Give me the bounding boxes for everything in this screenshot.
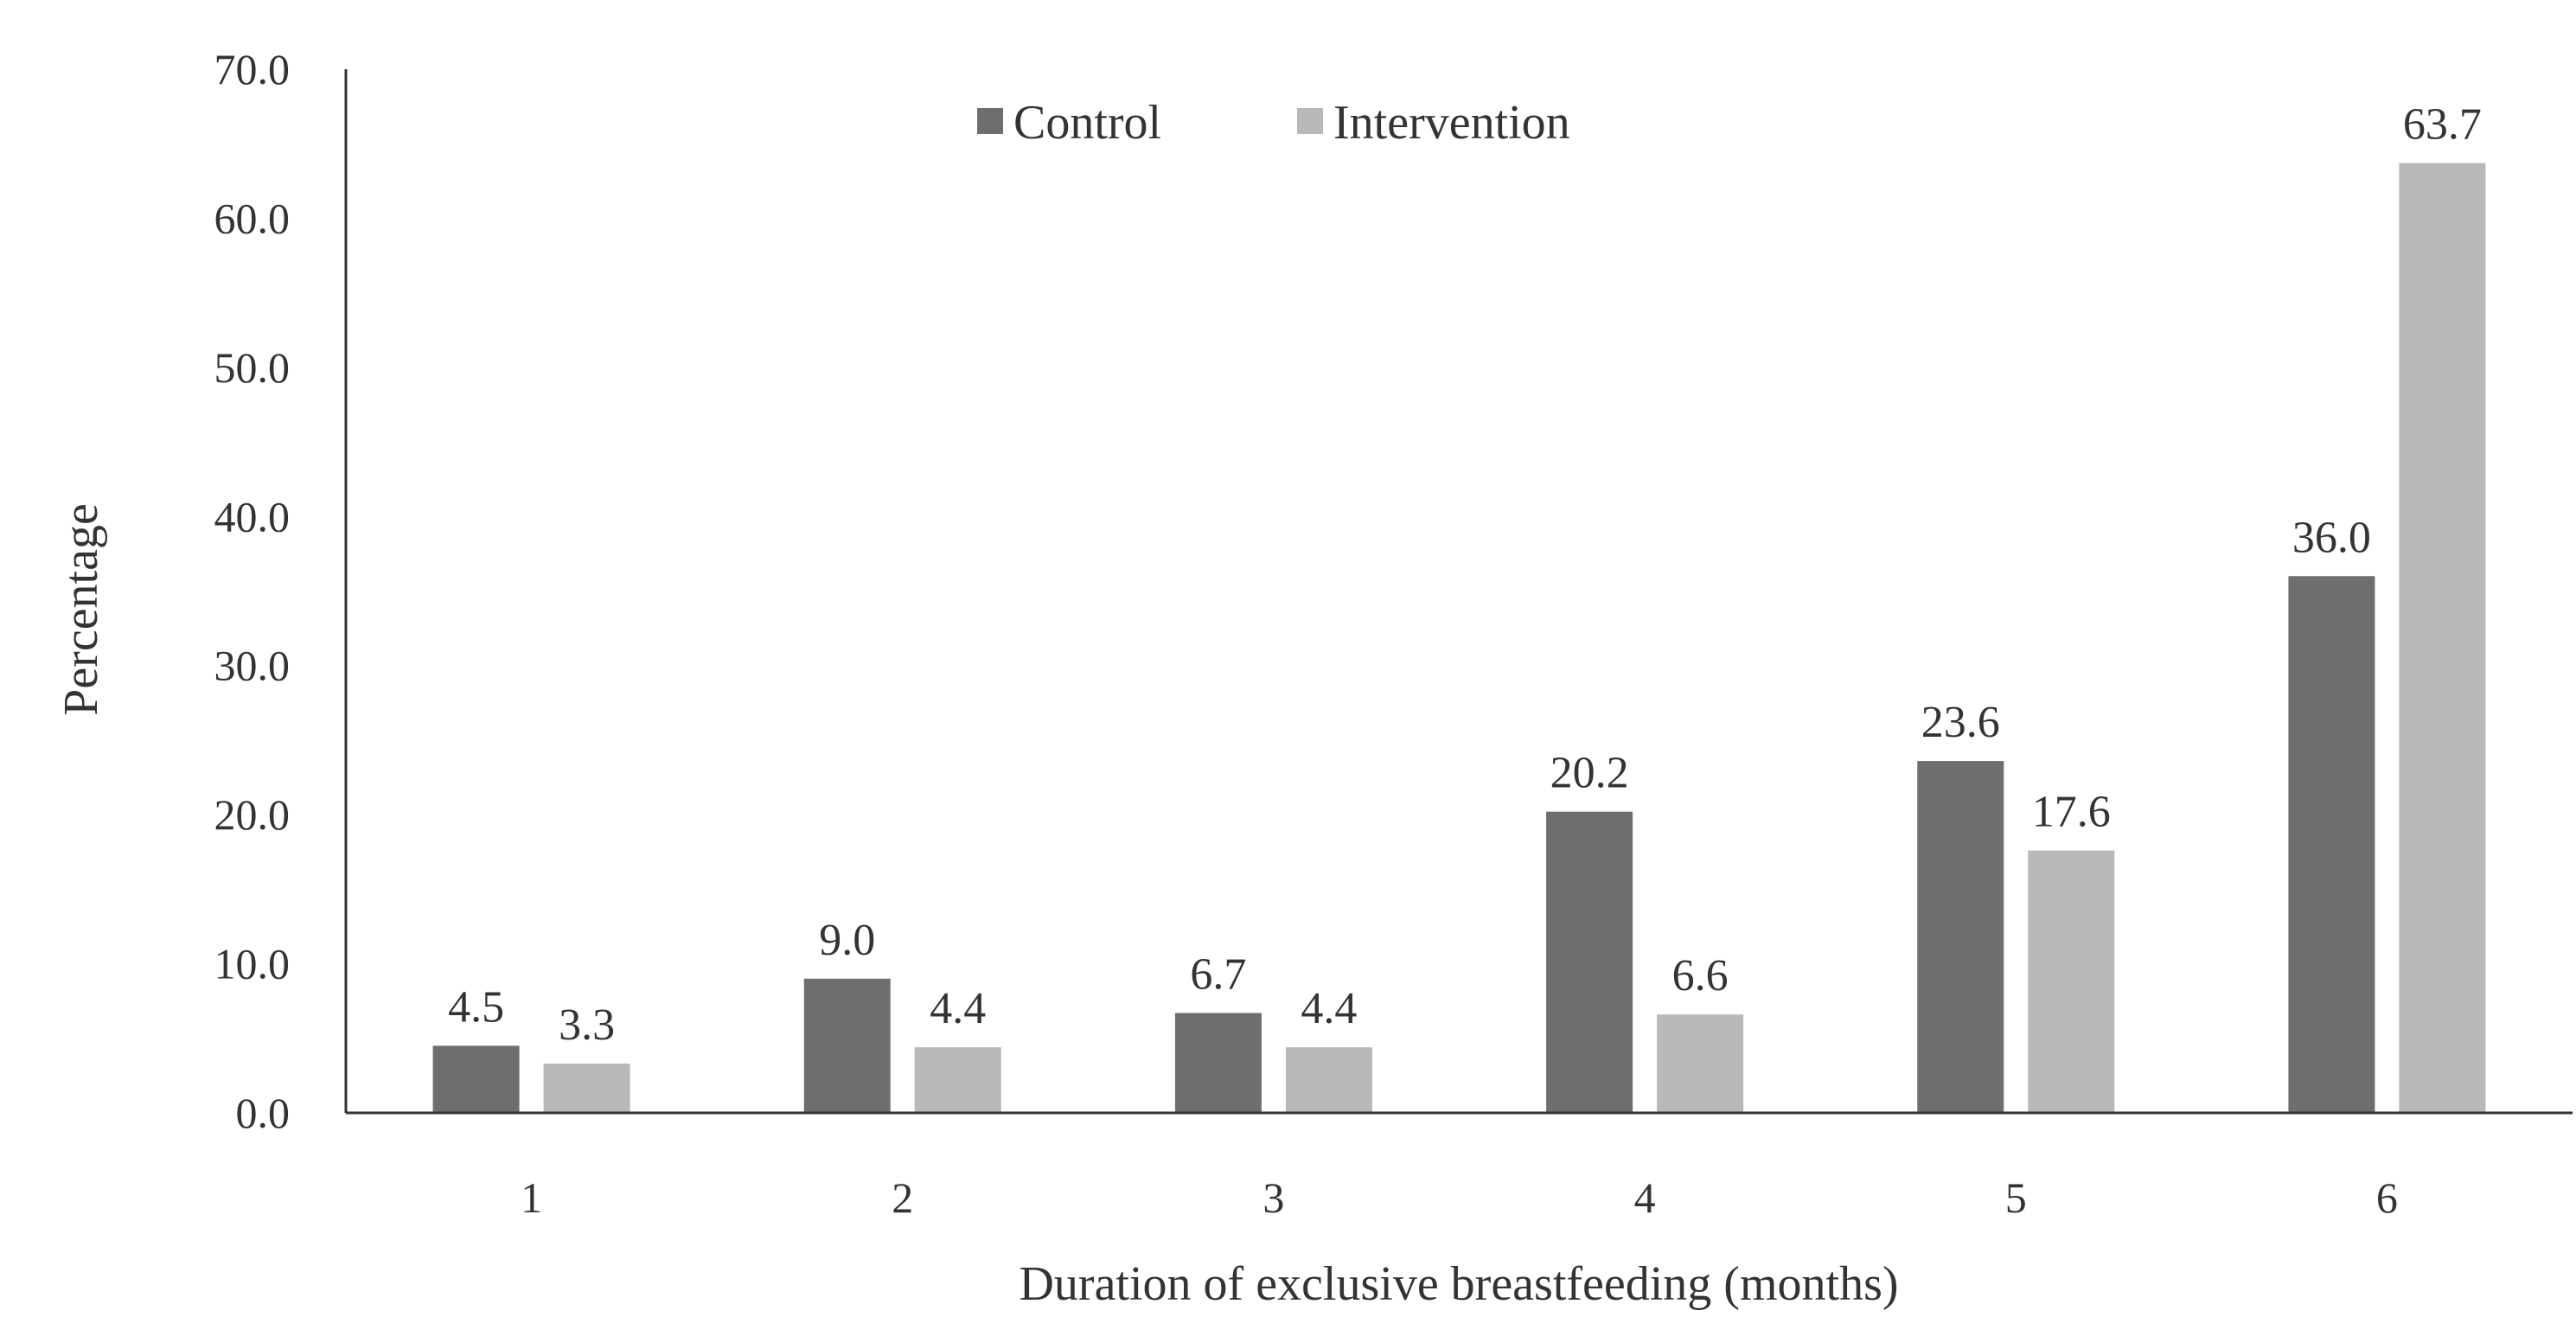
bar-control-2 — [803, 978, 891, 1113]
y-tick-label: 0.0 — [236, 1089, 291, 1137]
data-label-control-5: 23.6 — [1921, 698, 2000, 747]
data-label-intervention-5: 17.6 — [2032, 788, 2111, 837]
x-tick-label-6: 6 — [2376, 1173, 2398, 1222]
data-label-control-6: 36.0 — [2292, 513, 2371, 562]
x-axis-ticks: 1 2 3 4 5 6 — [521, 1173, 2398, 1222]
y-axis-title: Percentage — [54, 503, 108, 716]
y-tick-label: 30.0 — [214, 642, 291, 690]
data-label-control-2: 9.0 — [819, 916, 875, 965]
x-tick-label-5: 5 — [2005, 1173, 2027, 1222]
bar-intervention-4 — [1657, 1014, 1744, 1113]
data-label-control-1: 4.5 — [448, 982, 504, 1032]
legend-swatch-control — [977, 108, 1003, 134]
bar-intervention-1 — [543, 1064, 630, 1113]
bars — [432, 163, 2486, 1113]
data-label-control-4: 20.2 — [1550, 749, 1629, 798]
x-tick-label-3: 3 — [1262, 1173, 1284, 1222]
y-axis-ticks: 0.0 10.0 20.0 30.0 40.0 50.0 60.0 70.0 — [214, 45, 291, 1137]
bar-intervention-2 — [914, 1047, 1001, 1113]
y-tick-label: 10.0 — [214, 940, 291, 988]
legend: Control Intervention — [977, 96, 1570, 150]
x-tick-label-1: 1 — [521, 1173, 542, 1222]
bar-control-6 — [2288, 576, 2375, 1113]
data-label-intervention-4: 6.6 — [1672, 951, 1729, 1000]
bar-intervention-5 — [2028, 850, 2115, 1113]
y-tick-label: 70.0 — [214, 45, 291, 93]
y-tick-label: 40.0 — [214, 492, 291, 540]
data-labels: 4.5 3.3 9.0 4.4 6.7 4.4 20.2 6.6 23.6 17.6 36.0 63.… — [448, 100, 2482, 1050]
x-axis-title: Duration of exclusive breastfeeding (mon… — [1019, 1257, 1898, 1311]
legend-swatch-intervention — [1297, 108, 1323, 134]
y-tick-label: 20.0 — [214, 790, 291, 839]
data-label-control-3: 6.7 — [1190, 949, 1246, 999]
data-label-intervention-6: 63.7 — [2403, 100, 2482, 150]
data-label-intervention-1: 3.3 — [559, 1000, 615, 1050]
y-tick-label: 60.0 — [214, 194, 291, 242]
bar-control-1 — [432, 1045, 520, 1113]
x-tick-label-2: 2 — [892, 1173, 913, 1222]
x-tick-label-4: 4 — [1634, 1173, 1656, 1222]
y-tick-label: 50.0 — [214, 343, 291, 392]
bar-intervention-3 — [1285, 1047, 1372, 1113]
bar-control-4 — [1546, 811, 1633, 1113]
bar-control-5 — [1917, 761, 2004, 1113]
bar-intervention-6 — [2399, 163, 2486, 1113]
bar-control-3 — [1174, 1013, 1262, 1113]
legend-label-intervention: Intervention — [1333, 96, 1570, 150]
data-label-intervention-3: 4.4 — [1301, 984, 1357, 1033]
data-label-intervention-2: 4.4 — [930, 984, 986, 1033]
legend-label-control: Control — [1013, 96, 1161, 150]
